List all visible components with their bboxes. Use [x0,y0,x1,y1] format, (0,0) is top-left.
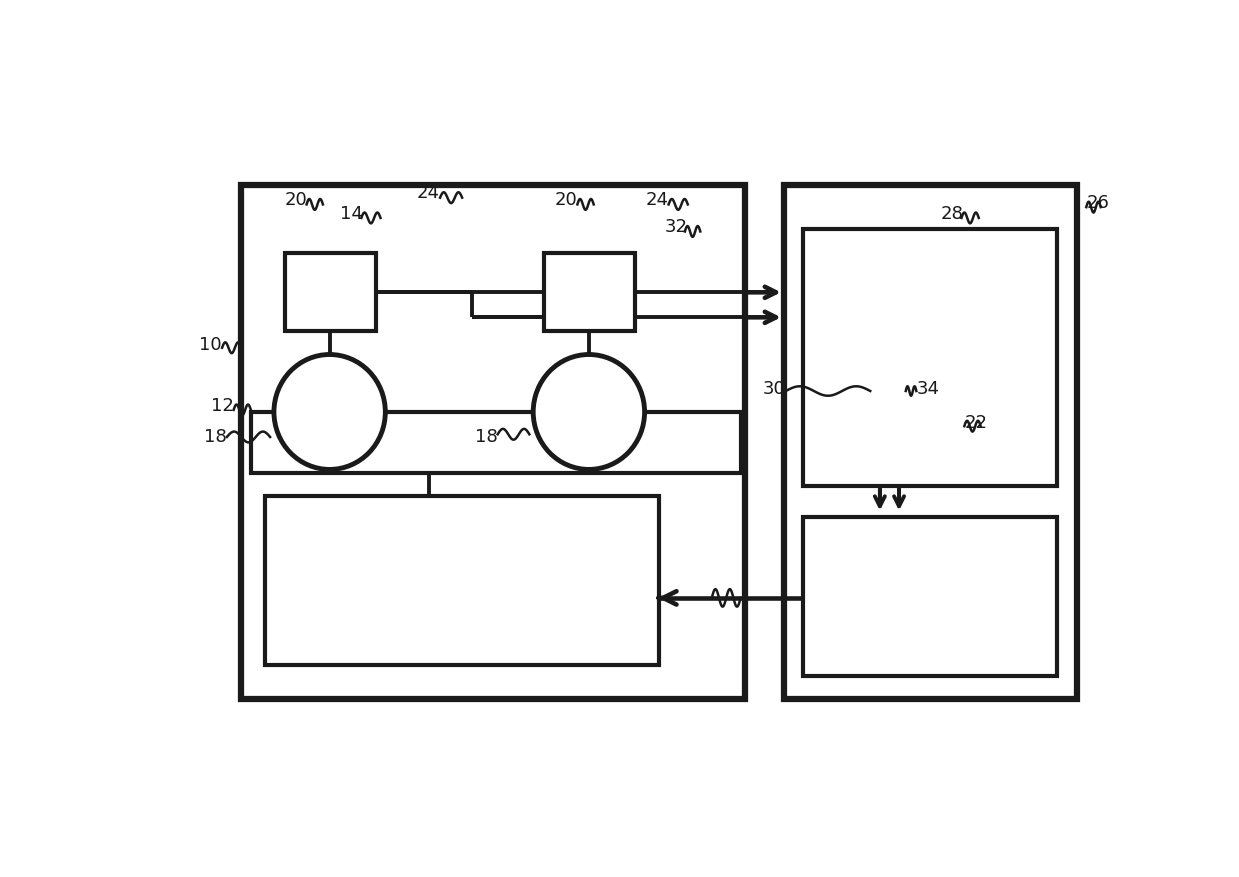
Ellipse shape [533,355,644,470]
Bar [285,253,375,332]
Text: 18: 18 [204,427,227,446]
Text: 26: 26 [1087,194,1109,212]
Bar [803,230,1058,487]
Text: 22: 22 [964,414,987,431]
Ellipse shape [274,355,385,470]
Text: 24: 24 [646,191,669,209]
Text: 28: 28 [940,204,963,222]
Bar [544,253,636,332]
Text: 30: 30 [763,380,786,398]
Bar [250,412,741,474]
Text: 32: 32 [665,217,688,236]
Text: 18: 18 [475,427,498,446]
Text: 24: 24 [418,184,440,202]
Text: 20: 20 [555,191,577,209]
Text: 20: 20 [285,191,307,209]
Bar [242,186,746,700]
Text: 14: 14 [341,204,363,222]
Bar [784,186,1077,700]
Bar [803,517,1058,676]
Text: 10: 10 [199,336,222,354]
Text: 12: 12 [211,396,233,415]
Bar [265,497,659,666]
Text: 34: 34 [917,380,939,398]
